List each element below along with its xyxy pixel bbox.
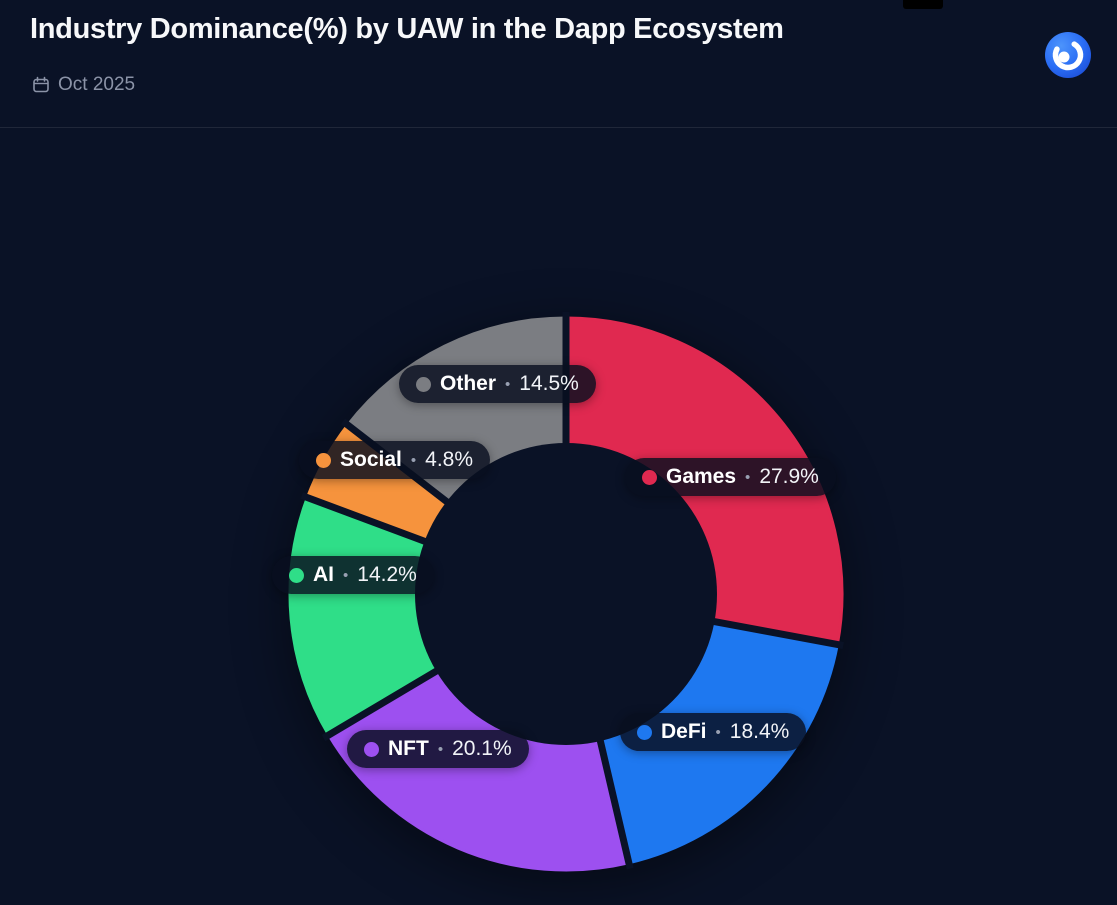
- legend-separator: •: [745, 468, 751, 486]
- legend-label-ai: AI: [313, 563, 334, 586]
- dappradar-logo[interactable]: [1044, 31, 1092, 79]
- legend-pill-ai[interactable]: AI • 14.2%: [272, 556, 434, 594]
- legend-label-games: Games: [666, 465, 737, 488]
- slice-gap: [708, 617, 844, 650]
- donut-chart: [288, 312, 844, 872]
- legend-label-social: Social: [340, 448, 402, 471]
- legend-value-games: 27.9%: [759, 465, 819, 488]
- legend-separator: •: [410, 451, 417, 469]
- legend-dot-social: [316, 452, 331, 468]
- legend-separator: •: [343, 566, 349, 584]
- top-edge-artifact: [903, 0, 943, 9]
- calendar-icon: [33, 76, 49, 93]
- legend-pill-nft[interactable]: NFT • 20.1%: [347, 730, 529, 768]
- slice-gap: [321, 665, 443, 742]
- legend-dot-defi: [637, 724, 652, 740]
- dappradar-logo-icon: [1045, 32, 1091, 78]
- legend-value-other: 14.5%: [519, 372, 579, 395]
- date-label: Oct 2025: [58, 74, 136, 95]
- legend-pill-social[interactable]: Social • 4.8%: [299, 441, 491, 479]
- legend-pill-other[interactable]: Other • 14.5%: [399, 365, 596, 403]
- legend-dot-games: [642, 469, 657, 485]
- donut-hole: [415, 443, 717, 745]
- legend-dot-nft: [364, 741, 379, 757]
- legend-value-nft: 20.1%: [452, 737, 512, 760]
- legend-value-ai: 14.2%: [357, 563, 417, 586]
- page-title: Industry Dominance(%) by UAW in the Dapp…: [30, 13, 784, 45]
- legend-pill-defi[interactable]: DeFi • 18.4%: [620, 713, 807, 751]
- legend-label-other: Other: [440, 372, 497, 395]
- legend-separator: •: [715, 723, 721, 741]
- header-divider: [0, 127, 1117, 128]
- legend-dot-ai: [289, 567, 304, 583]
- slice-gap: [300, 492, 431, 547]
- legend-label-nft: NFT: [388, 737, 429, 760]
- date-filter[interactable]: Oct 2025: [32, 74, 135, 96]
- legend-label-defi: DeFi: [661, 720, 707, 743]
- legend-separator: •: [437, 740, 444, 758]
- legend-separator: •: [505, 375, 511, 393]
- legend-dot-other: [416, 376, 431, 392]
- legend-value-social: 4.8%: [425, 448, 474, 471]
- header: Industry Dominance(%) by UAW in the Dapp…: [0, 0, 1117, 128]
- legend-value-defi: 18.4%: [729, 720, 790, 743]
- legend-pill-games[interactable]: Games • 27.9%: [625, 458, 836, 496]
- chart-area: Games • 27.9% DeFi • 18.4% NFT • 20.1% A…: [0, 128, 1117, 872]
